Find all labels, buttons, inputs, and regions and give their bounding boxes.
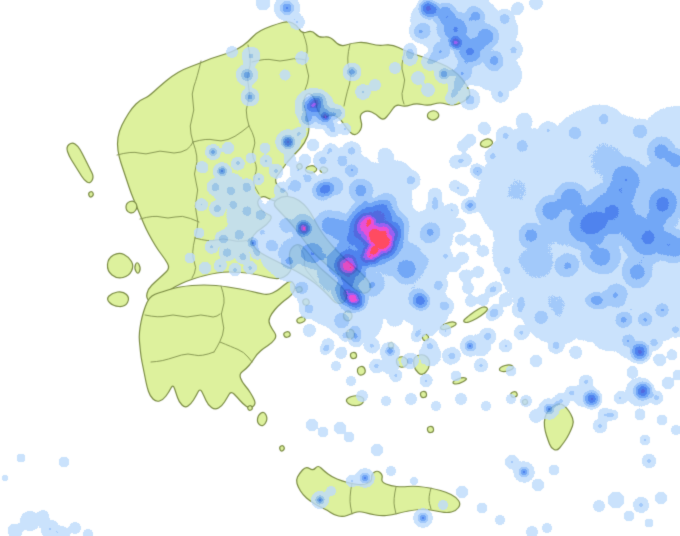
greece-precipitation-radar xyxy=(0,0,680,536)
radar-map-canvas[interactable] xyxy=(0,0,680,536)
